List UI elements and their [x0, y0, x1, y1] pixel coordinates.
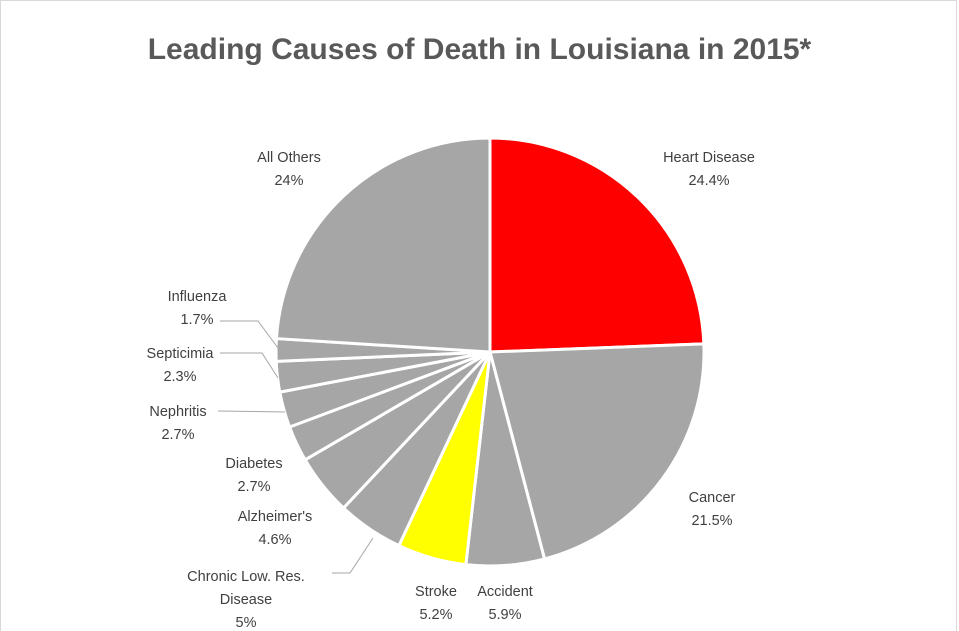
leader-line [332, 537, 374, 574]
slice-label: Influenza 1.7% [168, 289, 228, 328]
slice-label: Chronic Low. Res. Disease 5% [187, 569, 305, 631]
slice-label: Heart Disease 24.4% [663, 150, 755, 189]
slice-label: Septicimia 2.3% [147, 346, 215, 385]
leader-line [217, 410, 286, 413]
slice-label: Stroke 5.2% [415, 584, 457, 623]
slice-label: All Others 24% [257, 150, 321, 189]
slice-label: Accident 5.9% [477, 584, 533, 623]
slice-label: Nephritis 2.7% [149, 404, 206, 443]
pie-slices [274, 136, 706, 568]
slice-label: Diabetes 2.7% [225, 456, 282, 495]
leader-line [220, 352, 279, 379]
leader-lines [217, 320, 374, 574]
chart-title: Leading Causes of Death in Louisiana in … [147, 33, 812, 66]
slice-label: Alzheimer's 4.6% [238, 509, 312, 548]
pie-slice-cancer [488, 342, 706, 561]
pie-slice-heart-disease [488, 136, 706, 354]
pie-slice-all-others [274, 136, 492, 354]
slice-label: Cancer 21.5% [689, 490, 736, 529]
slice-labels: Heart Disease 24.4% Cancer 21.5% Accident 5.9… [147, 150, 755, 631]
leader-line [220, 320, 279, 349]
